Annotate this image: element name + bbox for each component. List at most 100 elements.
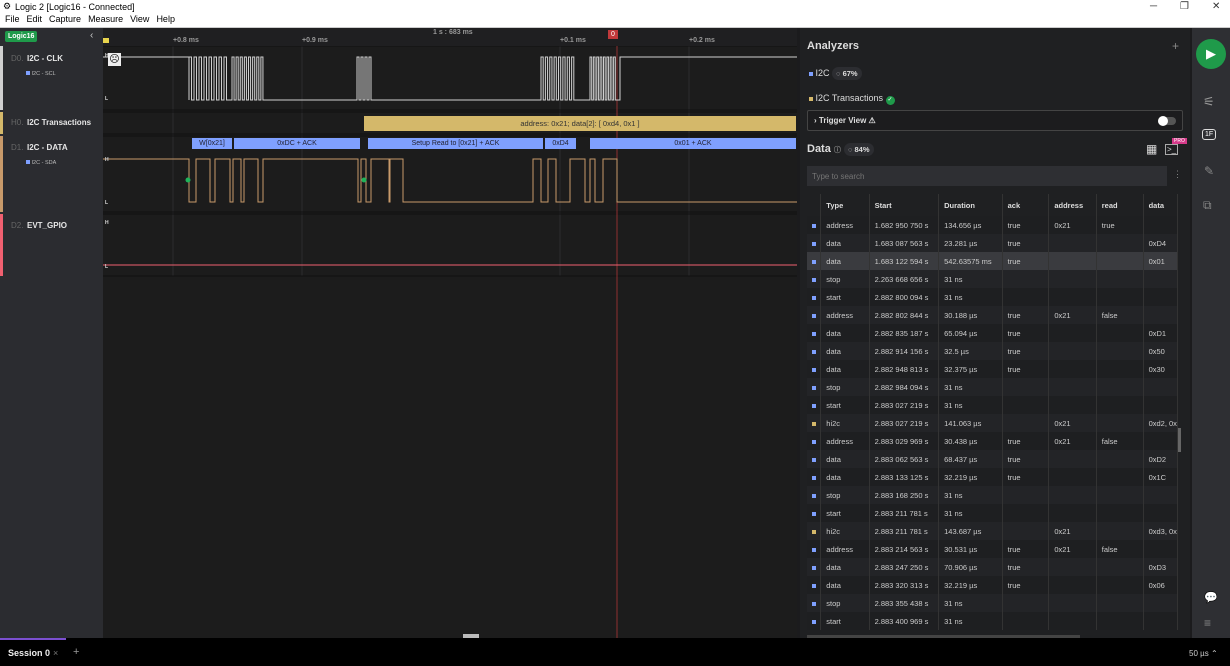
channel-name: EVT_GPIO (27, 221, 68, 230)
measure-ruler-icon[interactable]: ✎ (1204, 164, 1215, 178)
table-row[interactable]: data 1.683 087 563 s 23.281 µs true 0xD4 (807, 234, 1178, 252)
row-color-icon (807, 594, 822, 612)
channel-h0[interactable]: H0. I2C Transactions (0, 112, 103, 134)
table-cell: true (1002, 468, 1050, 486)
table-row[interactable]: start 2.883 400 969 s 31 ns (807, 612, 1178, 630)
app-logo-icon: ⚙ (3, 1, 12, 11)
table-cell: 31 ns (938, 288, 1003, 306)
table-cell: 2.883 211 781 s (869, 522, 940, 540)
menu-hamburger-icon[interactable]: ≡ (1204, 616, 1212, 630)
feedback-chat-icon[interactable]: 💬 (1204, 592, 1218, 604)
collapse-chevron-icon[interactable]: ‹ (90, 30, 94, 41)
timescale-selector[interactable]: 50 µs ⌃ (1189, 649, 1218, 658)
table-cell: 0x30 (1143, 360, 1178, 378)
start-capture-play-icon[interactable]: ▶ (1196, 39, 1226, 69)
session-tab[interactable]: Session 0 (8, 648, 51, 658)
vertical-scrollbar[interactable] (1178, 428, 1181, 452)
table-cell (1048, 288, 1097, 306)
horizontal-scrollbar[interactable] (463, 634, 479, 639)
menu-view[interactable]: View (130, 14, 150, 24)
table-cell: 542.63575 ms (938, 252, 1003, 270)
table-cell: true (1002, 576, 1050, 594)
menu-edit[interactable]: Edit (26, 14, 43, 24)
trigger-view-label[interactable]: › Trigger View ⚠ (814, 116, 876, 125)
table-row[interactable]: data 2.883 320 313 s 32.219 µs true 0x06 (807, 576, 1178, 594)
table-row[interactable]: address 1.682 950 750 s 134.656 µs true 0x21… (807, 216, 1178, 234)
column-header[interactable]: Duration (938, 194, 1003, 216)
more-options-icon[interactable]: ⋮ (1173, 169, 1182, 179)
data-table-container[interactable]: Type Start Duration ack address read data addre… (807, 194, 1178, 634)
timing-marker[interactable]: 0 (608, 30, 618, 39)
table-row[interactable]: hi2c 2.883 211 781 s 143.687 µs 0x21 0xd3, 0… (807, 522, 1178, 540)
table-row[interactable]: start 2.882 800 094 s 31 ns (807, 288, 1178, 306)
table-cell: 2.883 247 250 s (869, 558, 940, 576)
i2c-frame[interactable]: 0xD4 (545, 138, 576, 149)
table-horizontal-scrollbar[interactable] (807, 635, 1080, 639)
table-cell (1143, 216, 1178, 234)
row-color-icon (807, 612, 822, 630)
column-header[interactable]: read (1096, 194, 1144, 216)
table-row[interactable]: data 2.882 914 156 s 32.5 µs true 0x50 (807, 342, 1178, 360)
table-row[interactable]: address 2.883 214 563 s 30.531 µs true 0x21 f… (807, 540, 1178, 558)
table-row[interactable]: address 2.883 029 969 s 30.438 µs true 0x21 f… (807, 432, 1178, 450)
channel-number: D2. (11, 221, 24, 230)
menu-help[interactable]: Help (156, 14, 175, 24)
analyzers-panel: Analyzers + I2C ◌ 67% I2C Transactions ✓… (800, 28, 1190, 639)
time-ruler[interactable]: +0.8 ms +0.9 ms 1 s : 683 ms +0.1 ms +0.… (103, 28, 797, 46)
i2c-frame[interactable]: 0x01 + ACK (590, 138, 796, 149)
table-cell (1096, 324, 1144, 342)
waveform-canvas[interactable]: H L H L H L (103, 28, 797, 638)
table-row[interactable]: data 2.883 247 250 s 70.906 µs true 0xD3 (807, 558, 1178, 576)
table-view-icon[interactable]: ▦ (1146, 142, 1158, 156)
table-row[interactable]: start 2.883 211 781 s 31 ns (807, 504, 1178, 522)
analyzer-i2c-transactions[interactable]: I2C Transactions ✓ (809, 93, 895, 105)
channel-d1[interactable]: D1. I2C - DATA I2C - SDA (0, 136, 103, 212)
table-row[interactable]: address 2.882 802 844 s 30.188 µs true 0x21 f… (807, 306, 1178, 324)
title-bar: ⚙ Logic 2 [Logic16 - Connected] ─ ❐ ✕ (0, 0, 1230, 14)
table-row[interactable]: stop 2.883 168 250 s 31 ns (807, 486, 1178, 504)
transaction-frame[interactable]: address: 0x21; data[2]: [ 0xd4, 0x1 ] (364, 116, 796, 131)
analyzer-tag: I2C - SDA (26, 160, 56, 166)
column-header[interactable]: ack (1002, 194, 1050, 216)
table-cell: data (820, 324, 870, 342)
table-row[interactable]: stop 2.883 355 438 s 31 ns (807, 594, 1178, 612)
analyzer-i2c[interactable]: I2C ◌ 67% (809, 67, 862, 80)
channel-d2[interactable]: D2. EVT_GPIO (0, 214, 103, 276)
table-row[interactable]: stop 2.882 984 094 s 31 ns (807, 378, 1178, 396)
layout-grid-icon[interactable]: ⧉ (1203, 198, 1212, 212)
column-header[interactable]: data (1143, 194, 1178, 216)
table-row[interactable]: start 2.883 027 219 s 31 ns (807, 396, 1178, 414)
data-search-input[interactable] (807, 166, 1167, 186)
table-row[interactable]: data 2.883 133 125 s 32.219 µs true 0x1C (807, 468, 1178, 486)
table-row[interactable]: data 2.883 062 563 s 68.437 µs true 0xD2 (807, 450, 1178, 468)
table-row[interactable]: hi2c 2.883 027 219 s 141.063 µs 0x21 0xd2, 0… (807, 414, 1178, 432)
trigger-toggle[interactable] (1158, 116, 1176, 126)
table-row[interactable]: data 2.882 835 187 s 65.094 µs true 0xD1 (807, 324, 1178, 342)
table-row[interactable]: data 1.683 122 594 s 542.63575 ms true 0x01 (807, 252, 1178, 270)
terminal-view-icon[interactable]: >_ (1165, 144, 1179, 155)
table-row[interactable]: stop 2.263 668 656 s 31 ns (807, 270, 1178, 288)
analyzers-sliders-icon[interactable]: ⚟ (1203, 94, 1215, 109)
table-row[interactable]: data 2.882 948 813 s 32.375 µs true 0x30 (807, 360, 1178, 378)
row-color-icon (807, 378, 822, 396)
i2c-frame[interactable]: W[0x21] (192, 138, 232, 149)
i2c-frame[interactable]: 0xDC + ACK (234, 138, 360, 149)
column-header[interactable]: Start (869, 194, 940, 216)
i2c-frame[interactable]: Setup Read to [0x21] + ACK (368, 138, 543, 149)
add-session-button[interactable]: + (73, 646, 80, 658)
extensions-1f-icon[interactable]: 1F (1202, 129, 1217, 140)
close-session-icon[interactable]: × (53, 648, 59, 658)
add-analyzer-button[interactable]: + (1172, 39, 1180, 53)
column-header[interactable]: Type (820, 194, 870, 216)
channel-d0[interactable]: D0. I2C - CLK I2C - SCL (0, 46, 103, 110)
menu-file[interactable]: File (5, 14, 20, 24)
menu-capture[interactable]: Capture (49, 14, 82, 24)
minimize-icon[interactable]: ─ (1150, 1, 1158, 12)
restore-icon[interactable]: ❐ (1180, 1, 1189, 12)
menu-measure[interactable]: Measure (88, 14, 124, 24)
close-icon[interactable]: ✕ (1212, 1, 1221, 12)
trigger-view-section[interactable]: › Trigger View ⚠ (807, 110, 1183, 131)
row-color-icon (807, 522, 822, 540)
column-header[interactable]: address (1048, 194, 1097, 216)
side-icon-bar: ▶ ⚟ 1F ✎ ⧉ 💬 ≡ (1192, 28, 1230, 638)
